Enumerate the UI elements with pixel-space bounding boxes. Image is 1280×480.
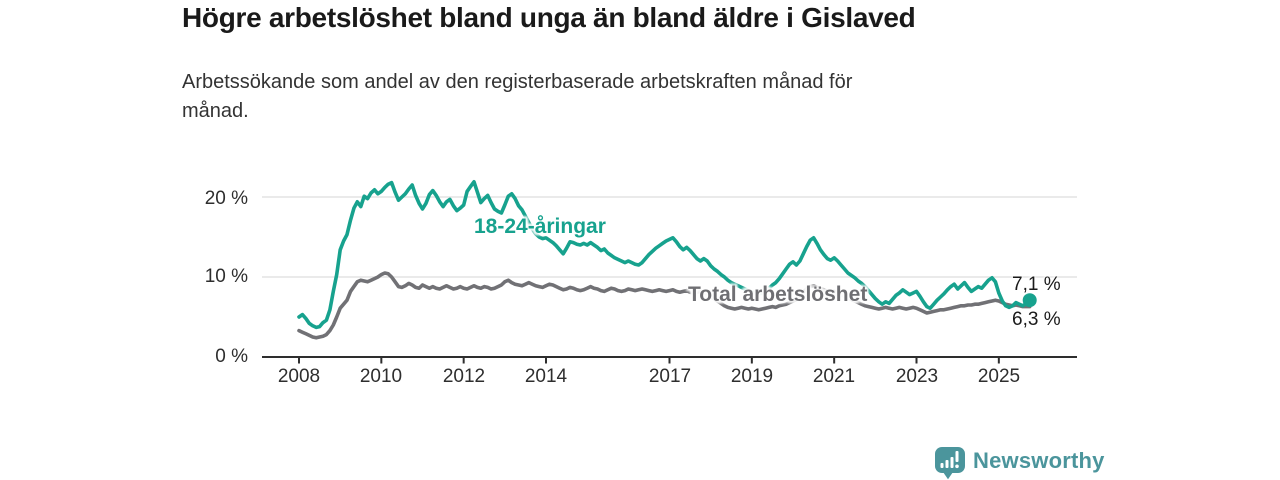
y-tick-20: 20 % (204, 188, 248, 209)
y-tick-10: 10 % (204, 266, 248, 287)
chart-subtitle-line2: månad. (182, 100, 249, 122)
x-tick-2010: 2010 (359, 366, 403, 387)
x-tick-2025: 2025 (977, 366, 1021, 387)
x-tick-2019: 2019 (730, 366, 774, 387)
y-tick-0: 0 % (215, 346, 248, 367)
x-tick-2017: 2017 (648, 366, 692, 387)
x-tick-2014: 2014 (524, 366, 568, 387)
x-tick-2021: 2021 (812, 366, 856, 387)
newsworthy-logo[interactable]: Newsworthy (934, 446, 1105, 480)
chart-subtitle: Arbetssökande som andel av den registerb… (182, 68, 852, 126)
end-value-youth: 7,1 % (1012, 274, 1061, 295)
x-tick-2008: 2008 (277, 366, 321, 387)
series-label-youth: 18-24-åringar (474, 215, 606, 238)
newsworthy-logo-icon (935, 447, 965, 480)
newsworthy-wordmark: Newsworthy (973, 448, 1105, 473)
series-label-total: Total arbetslöshet (688, 283, 868, 306)
x-tick-2023: 2023 (895, 366, 939, 387)
x-tick-2012: 2012 (442, 366, 486, 387)
end-value-total: 6,3 % (1012, 309, 1061, 330)
chart-subtitle-line1: Arbetssökande som andel av den registerb… (182, 71, 853, 93)
chart-title: Högre arbetslöshet bland unga än bland ä… (182, 2, 916, 33)
